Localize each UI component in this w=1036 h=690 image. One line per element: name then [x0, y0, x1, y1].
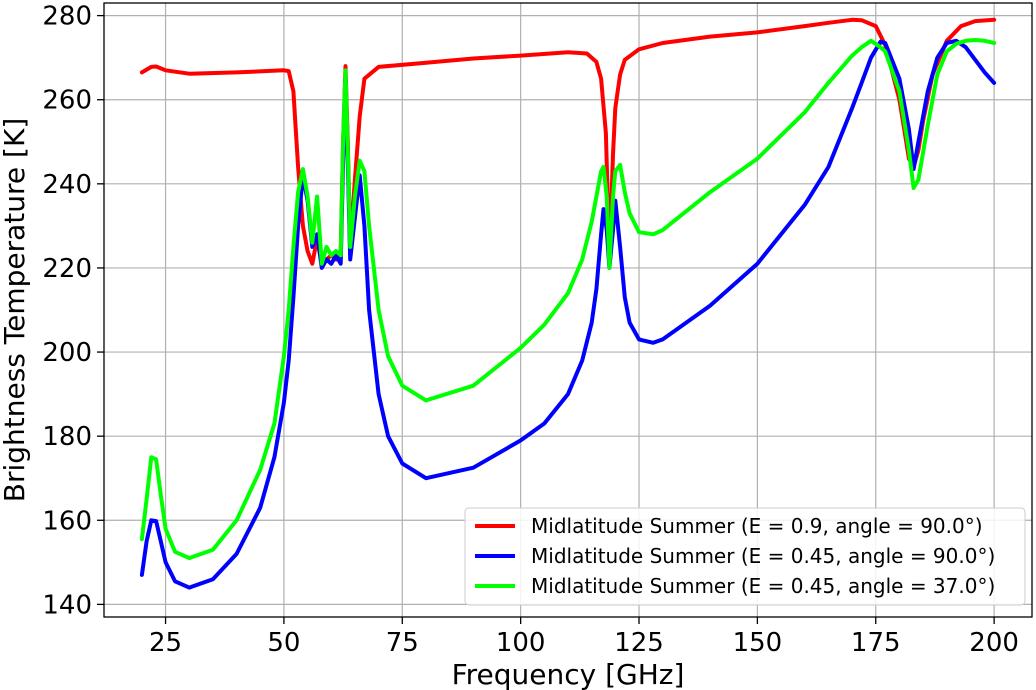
series-line-1 — [142, 20, 994, 264]
y-tick-label: 260 — [42, 86, 92, 116]
y-tick-label: 180 — [42, 422, 92, 452]
y-tick-label: 140 — [42, 590, 92, 620]
x-tick-label: 100 — [496, 628, 546, 658]
series-group — [142, 20, 994, 588]
legend-label-1: Midlatitude Summer (E = 0.9, angle = 90.… — [531, 514, 983, 538]
y-axis-label: Brightness Temperature [K] — [0, 118, 31, 503]
series-line-2 — [142, 41, 994, 588]
x-tick-label: 125 — [614, 628, 664, 658]
x-tick-label: 175 — [851, 628, 901, 658]
y-tick-label: 160 — [42, 506, 92, 536]
y-tick-label: 220 — [42, 254, 92, 284]
legend-label-2: Midlatitude Summer (E = 0.45, angle = 90… — [531, 544, 995, 568]
y-tick-label: 240 — [42, 170, 92, 200]
x-tick-label: 200 — [969, 628, 1019, 658]
x-tick-label: 75 — [386, 628, 419, 658]
y-tick-label: 200 — [42, 338, 92, 368]
x-axis-label: Frequency [GHz] — [452, 658, 685, 690]
x-tick-label: 25 — [149, 628, 182, 658]
y-tick-label: 280 — [42, 2, 92, 32]
x-tick-label: 50 — [267, 628, 300, 658]
legend-label-3: Midlatitude Summer (E = 0.45, angle = 37… — [531, 574, 995, 598]
x-tick-label: 150 — [733, 628, 783, 658]
legend: Midlatitude Summer (E = 0.9, angle = 90.… — [465, 508, 1025, 605]
